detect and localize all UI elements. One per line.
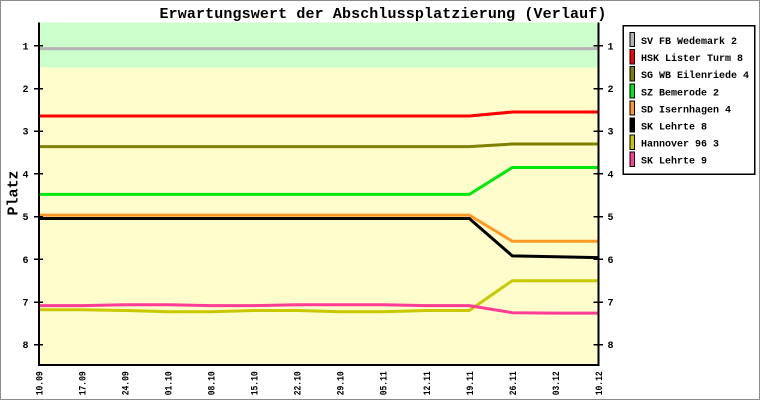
svg-text:Hannover 96 3: Hannover 96 3 (641, 140, 719, 151)
svg-text:15.10: 15.10 (251, 371, 262, 395)
svg-text:19.11: 19.11 (466, 371, 477, 395)
svg-text:SG WB Eilenriede 4: SG WB Eilenriede 4 (641, 70, 749, 82)
svg-text:8: 8 (22, 341, 28, 352)
svg-text:5: 5 (22, 213, 28, 224)
svg-text:4: 4 (22, 170, 28, 181)
svg-text:03.12: 03.12 (552, 371, 563, 395)
svg-text:10.09: 10.09 (36, 371, 47, 395)
svg-text:10.12: 10.12 (595, 371, 606, 395)
svg-text:1: 1 (608, 42, 614, 53)
svg-text:7: 7 (608, 299, 614, 310)
svg-text:SK Lehrte 8: SK Lehrte 8 (641, 122, 707, 134)
svg-text:Erwartungswert der Abschlusspl: Erwartungswert der Abschlussplatzierung … (160, 6, 607, 23)
svg-text:4: 4 (608, 170, 614, 181)
svg-text:SV FB Wedemark 2: SV FB Wedemark 2 (641, 36, 737, 48)
svg-text:2: 2 (22, 85, 28, 96)
svg-text:Platz: Platz (6, 170, 23, 215)
svg-text:8: 8 (608, 341, 614, 352)
svg-text:1: 1 (22, 42, 28, 53)
svg-text:22.10: 22.10 (294, 371, 305, 395)
svg-text:6: 6 (608, 256, 614, 267)
svg-text:01.10: 01.10 (165, 371, 176, 395)
svg-text:6: 6 (22, 256, 28, 267)
svg-text:5: 5 (608, 213, 614, 224)
svg-text:7: 7 (22, 299, 28, 310)
svg-text:SZ Bemerode 2: SZ Bemerode 2 (641, 87, 719, 99)
svg-text:2: 2 (608, 85, 614, 96)
svg-text:12.11: 12.11 (423, 371, 434, 395)
svg-text:24.09: 24.09 (122, 371, 133, 395)
svg-text:05.11: 05.11 (380, 371, 391, 395)
svg-text:SD Isernhagen 4: SD Isernhagen 4 (641, 104, 731, 116)
svg-text:SK Lehrte 9: SK Lehrte 9 (641, 156, 707, 168)
svg-text:17.09: 17.09 (79, 371, 90, 395)
svg-text:26.11: 26.11 (509, 371, 520, 395)
svg-text:29.10: 29.10 (337, 371, 348, 395)
svg-text:3: 3 (22, 128, 28, 139)
svg-text:3: 3 (608, 128, 614, 139)
svg-text:HSK Lister Turm 8: HSK Lister Turm 8 (641, 53, 743, 65)
svg-text:08.10: 08.10 (208, 371, 219, 395)
